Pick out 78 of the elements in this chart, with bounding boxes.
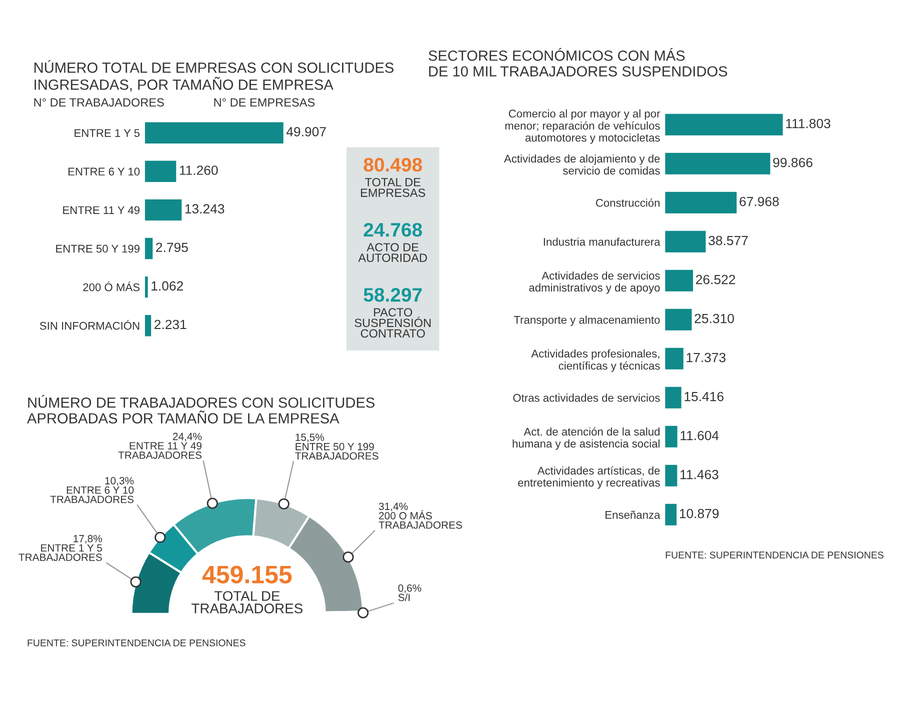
data-label: 2.231 xyxy=(154,320,186,330)
data-label: 99.866 xyxy=(773,158,812,168)
bar xyxy=(665,192,737,214)
text: 80.498 xyxy=(364,158,422,172)
bar xyxy=(665,386,682,408)
y-tick-label: ENTRE 1 Y 5 xyxy=(74,129,140,137)
y-tick-label: Enseñanza xyxy=(606,510,660,519)
bar xyxy=(144,122,284,144)
y-tick-label: Actividades artísticas, de entretenimiento y recreativas xyxy=(518,466,660,489)
bar xyxy=(665,504,677,526)
data-label: 31,4% xyxy=(378,502,408,512)
bar xyxy=(144,199,182,221)
y-tick-label: Industria manufacturera xyxy=(544,238,660,246)
data-label: 11.604 xyxy=(680,430,719,440)
bar xyxy=(665,308,692,330)
data-label: 10,3% xyxy=(105,477,134,486)
text: ACTO DE AUTORIDAD xyxy=(358,243,427,262)
chart-title: NÚMERO DE TRABAJADORES CON SOLICITUDES APROBADAS POR TAMAÑO DE LA EMPRESA xyxy=(27,394,374,424)
slice-label: 200 O MÁS TRABAJADORES xyxy=(378,510,462,529)
y-tick-label: Act. de atención de la salud humana y de asistencia social xyxy=(512,427,660,450)
bar xyxy=(144,238,153,260)
y-tick-label: ENTRE 11 Y 49 xyxy=(63,206,140,214)
data-label: 17,8% xyxy=(74,534,102,544)
text: 459.155 xyxy=(202,566,292,584)
bar xyxy=(144,160,176,182)
y-tick-label: Construcción xyxy=(596,198,660,207)
data-label: 1.062 xyxy=(152,281,183,291)
y-tick-label: SIN INFORMACIÓN xyxy=(40,320,140,330)
data-label: 25.310 xyxy=(694,314,734,324)
chart-title: NÚMERO TOTAL DE EMPRESAS CON SOLICITUDES INGRESADAS, POR TAMAÑO DE EMPRESA xyxy=(34,60,394,92)
text: TOTAL DE EMPRESAS xyxy=(361,178,426,197)
data-label: 15.416 xyxy=(684,392,724,402)
source-note: FUENTE: SUPERINTENDENCIA DE PENSIONES xyxy=(28,639,246,646)
y-tick-label: ENTRE 6 Y 10 xyxy=(68,168,140,176)
slice-label: ENTRE 11 Y 49 TRABAJADORES xyxy=(118,442,202,459)
bar xyxy=(665,426,678,448)
y-tick-label: ENTRE 50 Y 199 xyxy=(56,244,140,253)
text: TOTAL DE TRABAJADORES xyxy=(192,591,303,614)
bar xyxy=(665,348,684,370)
x-axis-title: N° DE EMPRESAS xyxy=(214,98,315,107)
chart-title: SECTORES ECONÓMICOS CON MÁS DE 10 MIL TRABAJADORES SUSPENDIDOS xyxy=(428,48,728,77)
slice-label: ENTRE 1 Y 5 TRABAJADORES xyxy=(18,544,102,561)
slice-label: S/I xyxy=(398,593,410,602)
data-label: 2.795 xyxy=(156,242,188,252)
slice-label: ENTRE 50 Y 199 TRABAJADORES xyxy=(295,442,378,460)
y-tick-label: Actividades de alojamiento y de servicio de comidas xyxy=(504,154,660,175)
data-label: 17.373 xyxy=(686,352,726,362)
data-label: 111.803 xyxy=(786,118,830,128)
data-label: 0,6% xyxy=(398,584,422,594)
data-label: 11.260 xyxy=(180,166,218,175)
y-tick-label: Comercio al por mayor y al por menor; reparación de vehículos automotores y motocicletas xyxy=(505,109,660,144)
bar xyxy=(665,230,706,252)
text: 24.768 xyxy=(364,222,422,237)
y-tick-label: Actividades profesionales, científicas y técnicas xyxy=(531,349,660,372)
text: PACTO SUSPENSIÓN CONTRATO xyxy=(354,308,431,338)
source-note: FUENTE: SUPERINTENDENCIA DE PENSIONES xyxy=(666,552,884,558)
bar xyxy=(665,152,770,174)
data-label: 24,4% xyxy=(172,432,202,442)
data-label: 15,5% xyxy=(296,434,324,442)
data-label: 67.968 xyxy=(740,196,779,206)
bar xyxy=(144,315,152,336)
text: 58.297 xyxy=(364,288,422,302)
y-tick-label: 200 Ó MÁS xyxy=(83,281,140,292)
y-tick-label: Transporte y almacenamiento xyxy=(514,316,660,326)
bar xyxy=(665,114,783,136)
bar xyxy=(665,464,678,486)
y-tick-label: Actividades de servicios administrativos y de apoyo xyxy=(529,271,660,294)
data-label: 11.463 xyxy=(680,470,718,480)
data-label: 13.243 xyxy=(185,204,224,214)
slice-label: ENTRE 6 Y 10 TRABAJADORES xyxy=(50,486,134,504)
data-label: 38.577 xyxy=(708,236,748,246)
y-tick-label: Otras actividades de servicios xyxy=(513,394,660,402)
bar xyxy=(665,270,694,292)
y-axis-title: N° DE TRABAJADORES xyxy=(34,98,164,107)
data-label: 49.907 xyxy=(286,127,326,136)
bar xyxy=(144,276,148,298)
data-label: 10.879 xyxy=(680,508,719,518)
data-label: 26.522 xyxy=(696,274,736,284)
